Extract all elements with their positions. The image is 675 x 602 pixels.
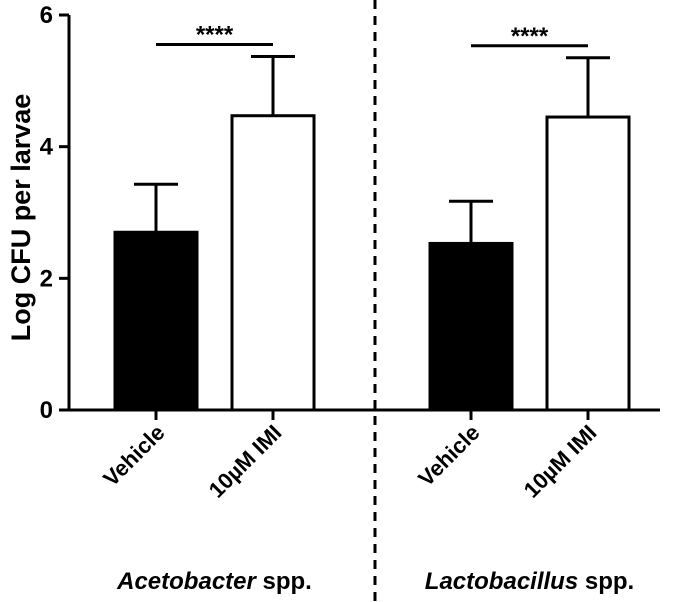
category-label: 10µM IMI — [519, 420, 602, 503]
category-label: 10µM IMI — [204, 420, 287, 503]
group-name-italic: Acetobacter — [116, 568, 257, 595]
y-tick-label: 4 — [40, 134, 54, 161]
category-label: Vehicle — [413, 420, 484, 491]
bar-0-1 — [230, 114, 316, 412]
group-label: Lactobacillus spp. — [425, 568, 634, 595]
labels: 0 2 4 6 Log CFU per larvae Vehicle 10µM IMI ***… — [6, 2, 634, 595]
category-label: Vehicle — [98, 420, 169, 491]
group-name-suffix: spp. — [256, 568, 312, 595]
bar-0-0 — [113, 230, 199, 412]
y-tick-label: 6 — [40, 2, 53, 29]
bar-1-0 — [428, 241, 514, 412]
y-tick-label: 0 — [40, 397, 53, 424]
group-name-italic: Lactobacillus — [425, 568, 578, 595]
significance-label: **** — [196, 21, 234, 48]
y-tick-label: 2 — [40, 265, 53, 292]
bars — [113, 42, 631, 412]
significance-label: **** — [511, 23, 549, 50]
group-name-suffix: spp. — [578, 568, 634, 595]
y-axis-title: Log CFU per larvae — [6, 94, 36, 342]
bar-1-1 — [545, 115, 631, 412]
group-label: Acetobacter spp. — [116, 568, 312, 595]
